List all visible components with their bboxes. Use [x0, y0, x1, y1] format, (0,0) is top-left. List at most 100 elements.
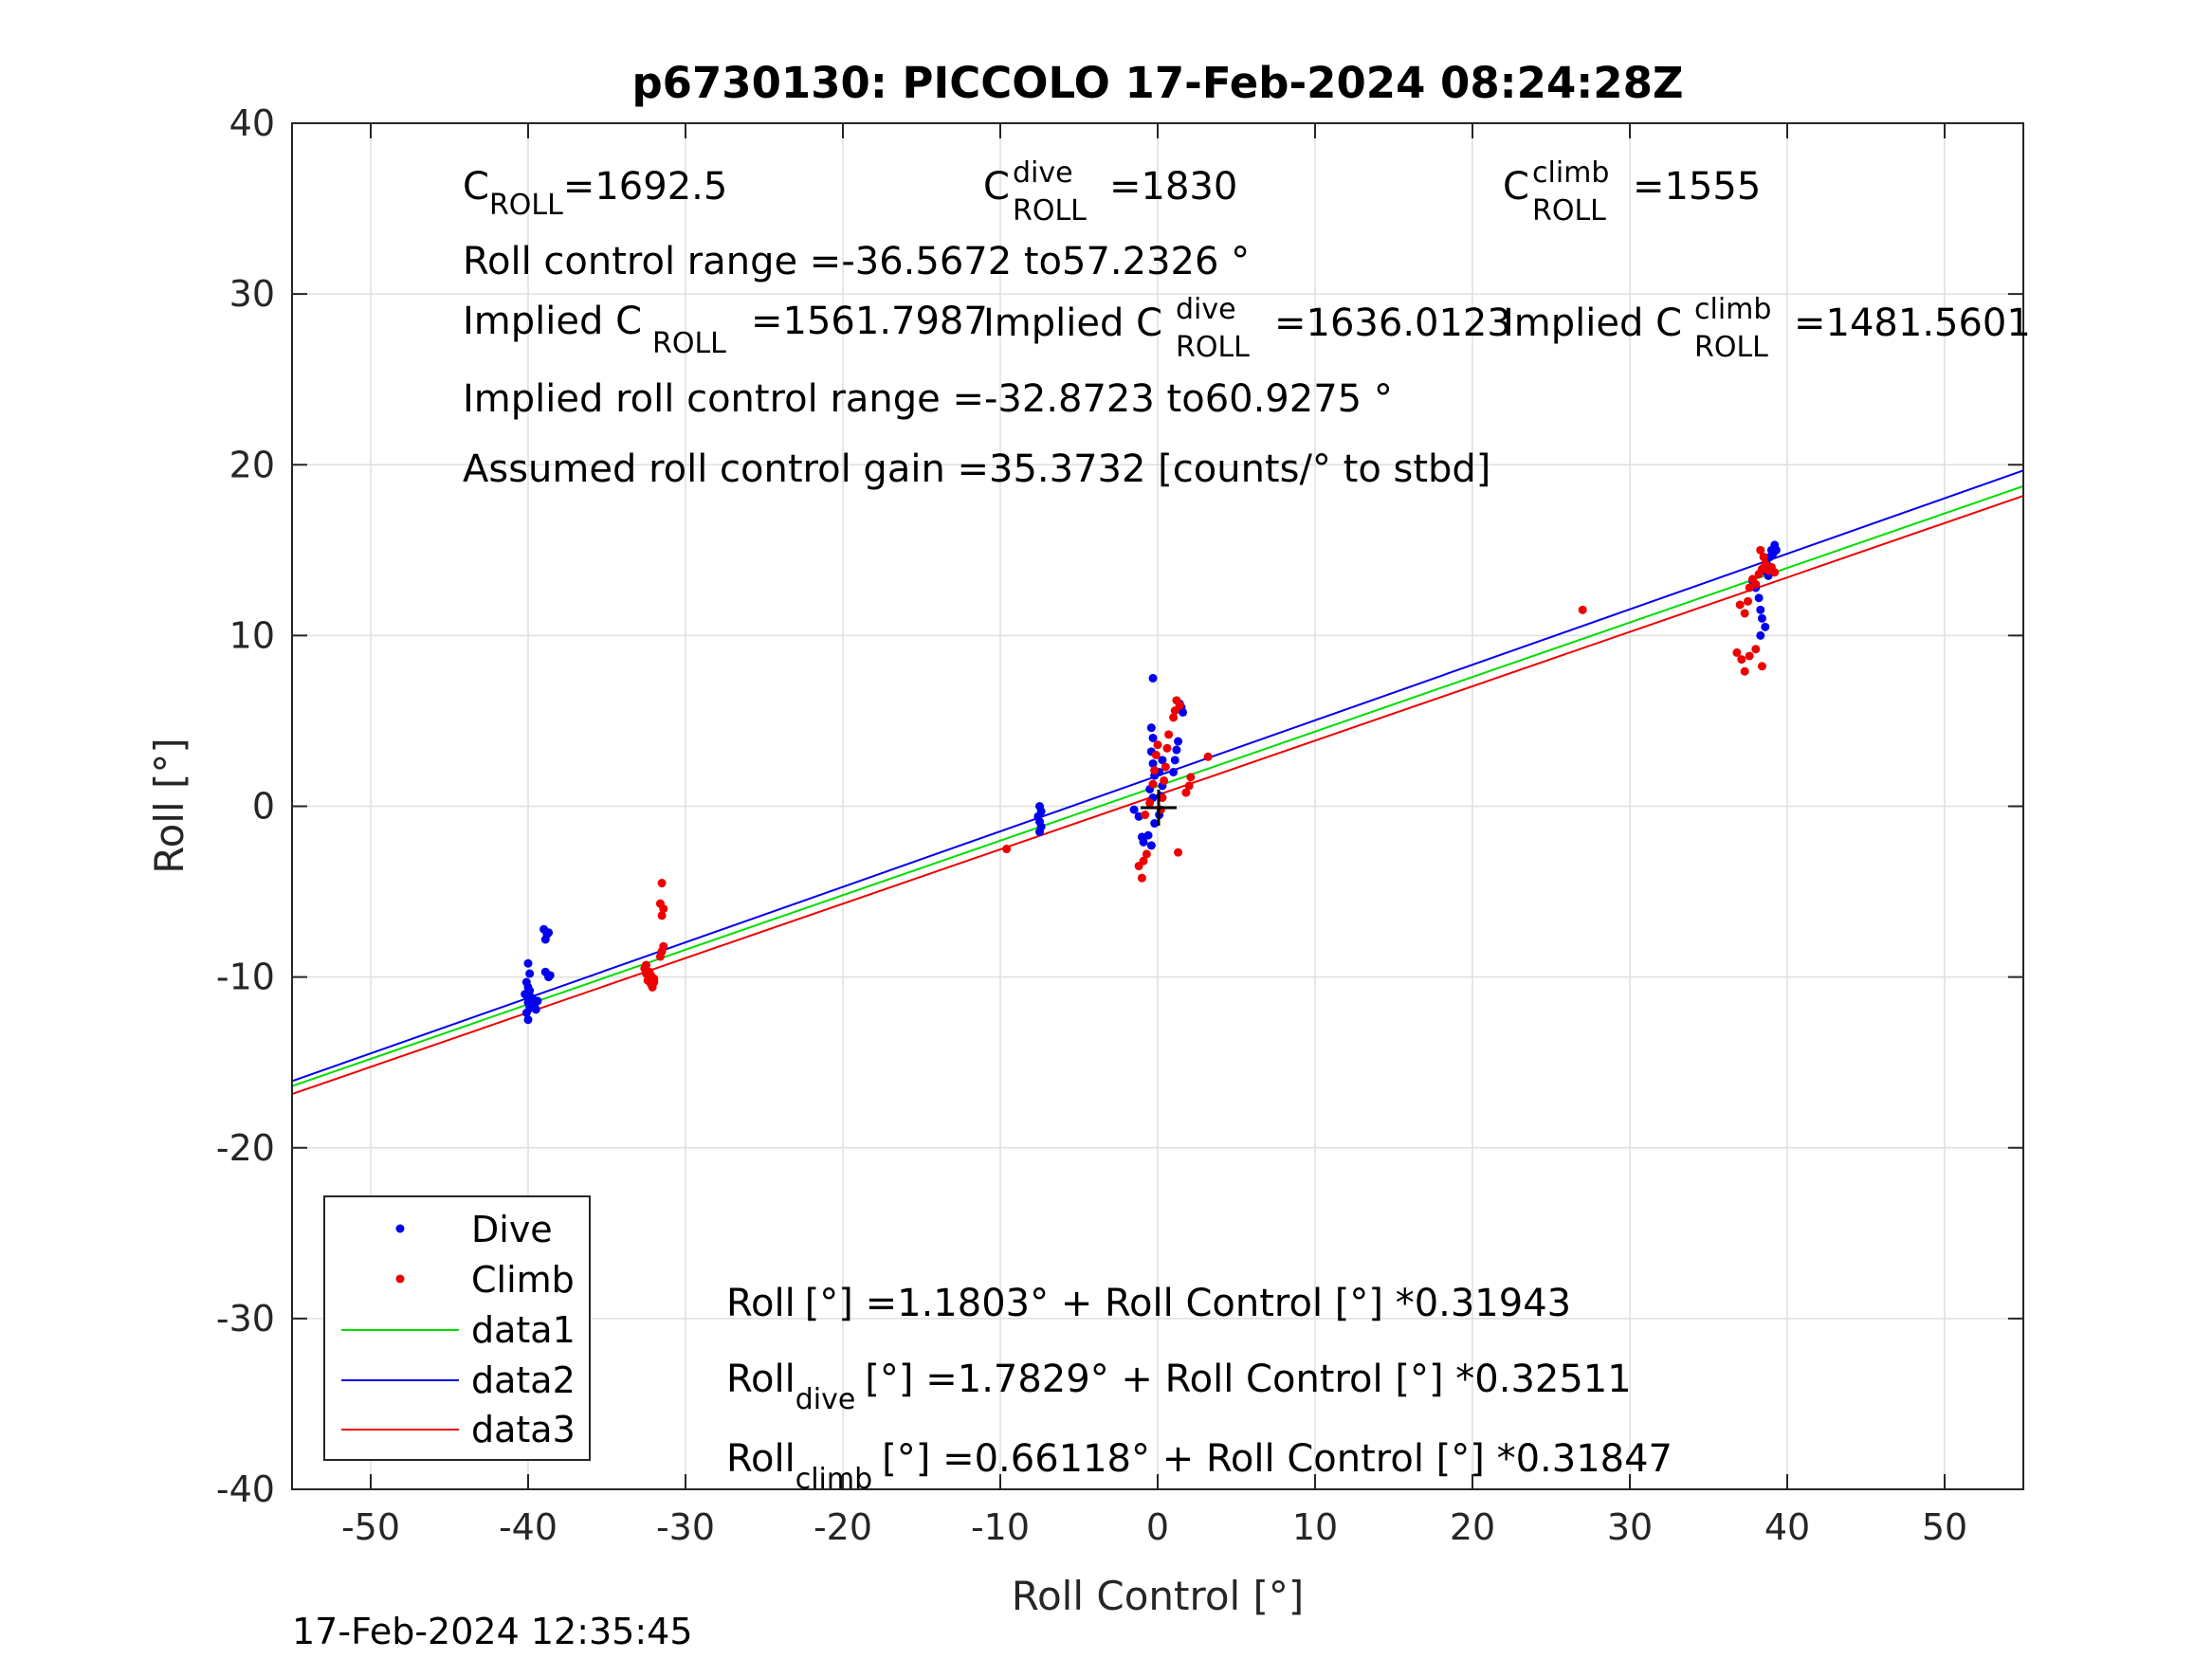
dive-point [1148, 673, 1158, 683]
y-tick-label: -20 [216, 1127, 275, 1169]
dive-point [1148, 733, 1158, 742]
dive-point [533, 996, 542, 1006]
climb-point [1757, 662, 1766, 671]
climb-point [649, 974, 659, 983]
legend-data2-label: data2 [471, 1359, 576, 1401]
climb-point [1142, 849, 1151, 859]
climb-point [1184, 781, 1194, 791]
x-tick-label: 10 [1292, 1506, 1338, 1548]
climb-point [1732, 647, 1742, 657]
climb-point [1175, 701, 1184, 710]
climb-point [1164, 730, 1174, 739]
dive-point [523, 1015, 533, 1025]
climb-point [1751, 579, 1761, 589]
climb-point [1578, 605, 1587, 614]
x-tick-label: -40 [499, 1506, 558, 1548]
legend-climb-marker [395, 1274, 405, 1284]
dive-point [1768, 549, 1778, 558]
y-tick-label: -30 [216, 1298, 275, 1340]
dive-point [525, 969, 535, 978]
annotations: CROLL=1692.5 C dive ROLL =1830 C climb R… [463, 148, 2031, 1496]
generation-timestamp: 17-Feb-2024 12:35:45 [292, 1611, 693, 1652]
fit-equation-dive: Rolldive [°] =1.7829° + Roll Control [°] … [726, 1358, 1632, 1416]
dive-point [1158, 756, 1167, 765]
climb-point [1145, 798, 1155, 808]
climb-point [1153, 740, 1162, 750]
series-climb [640, 545, 1780, 992]
legend-dive-label: Dive [471, 1209, 553, 1250]
dive-point [1150, 819, 1160, 829]
y-tick-label: 40 [229, 102, 275, 144]
climb-point [1737, 655, 1746, 665]
chart-title: p6730130: PICCOLO 17-Feb-2024 08:24:28Z [631, 58, 1683, 108]
dive-point [545, 971, 555, 980]
fit-line-data1 [292, 484, 2023, 1087]
x-tick-label: 30 [1607, 1506, 1653, 1548]
dive-point [1035, 828, 1044, 837]
climb-point [1161, 762, 1170, 772]
climb-point [1141, 811, 1150, 820]
dive-point [540, 935, 550, 944]
legend-climb-label: Climb [471, 1259, 575, 1301]
climb-point [1751, 645, 1761, 654]
dive-point [1179, 707, 1188, 717]
x-tick-label: 20 [1450, 1506, 1495, 1548]
dive-point [1148, 758, 1158, 768]
climb-point [1759, 553, 1768, 562]
legend-dive-marker [395, 1224, 405, 1233]
climb-point [1745, 651, 1754, 661]
climb-point [1162, 743, 1172, 753]
climb-point [657, 879, 667, 888]
climb-point [1770, 568, 1780, 577]
c-roll-dive-annotation: C dive ROLL =1830 [983, 148, 1237, 229]
legend: Dive Climb data1 data2 data3 [323, 1195, 591, 1461]
dive-point [1170, 756, 1179, 765]
y-tick-label: 10 [229, 614, 275, 656]
y-tick-label: 20 [229, 444, 275, 485]
dive-point [1756, 630, 1765, 640]
x-axis-label: Roll Control [°] [1012, 1573, 1305, 1619]
legend-box [323, 1195, 591, 1461]
y-tick-labels: -40 -30 -20 -10 0 10 20 30 40 [216, 102, 275, 1510]
climb-point [1158, 793, 1167, 802]
climb-point [1137, 873, 1146, 883]
climb-point [1160, 775, 1169, 785]
climb-point [1002, 845, 1012, 854]
dive-point [1756, 605, 1765, 614]
climb-point [1150, 766, 1160, 775]
climb-point [1139, 856, 1148, 866]
dive-point [1169, 767, 1179, 776]
climb-point [1735, 600, 1745, 610]
dive-point [1129, 805, 1139, 814]
dive-point [1146, 723, 1156, 733]
legend-data3-label: data3 [471, 1409, 576, 1450]
axis-ticks [292, 122, 2023, 1490]
x-tick-label: -10 [971, 1506, 1030, 1548]
x-tick-label: -50 [341, 1506, 400, 1548]
climb-point [1169, 713, 1179, 722]
climb-point [655, 899, 665, 908]
dive-point [1139, 837, 1148, 847]
climb-point [1744, 596, 1752, 606]
dive-point [1146, 841, 1156, 850]
origin-crosshair [1141, 790, 1177, 826]
y-tick-label: 30 [229, 273, 275, 315]
climb-point [1203, 752, 1213, 761]
dive-point [1172, 745, 1181, 755]
climb-point [1151, 750, 1161, 759]
climb-point [1174, 848, 1183, 857]
climb-point [1181, 788, 1191, 797]
climb-point [659, 941, 668, 951]
legend-data1-label: data1 [471, 1309, 576, 1351]
dive-point [1757, 613, 1766, 623]
x-tick-labels: -50 -40 -30 -20 -10 0 10 20 30 40 50 [341, 1506, 1967, 1548]
climb-point [657, 911, 667, 921]
assumed-roll-control-gain: Assumed roll control gain =35.3732 [coun… [463, 447, 1490, 491]
climb-point [1745, 583, 1754, 592]
climb-point [642, 960, 650, 970]
implied-roll-control-range: Implied roll control range =-32.8723 to6… [463, 377, 1393, 421]
y-tick-label: -40 [216, 1468, 275, 1510]
fit-equation-all: Roll [°] =1.1803° + Roll Control [°] *0.3… [726, 1282, 1571, 1325]
dive-point [523, 958, 533, 968]
